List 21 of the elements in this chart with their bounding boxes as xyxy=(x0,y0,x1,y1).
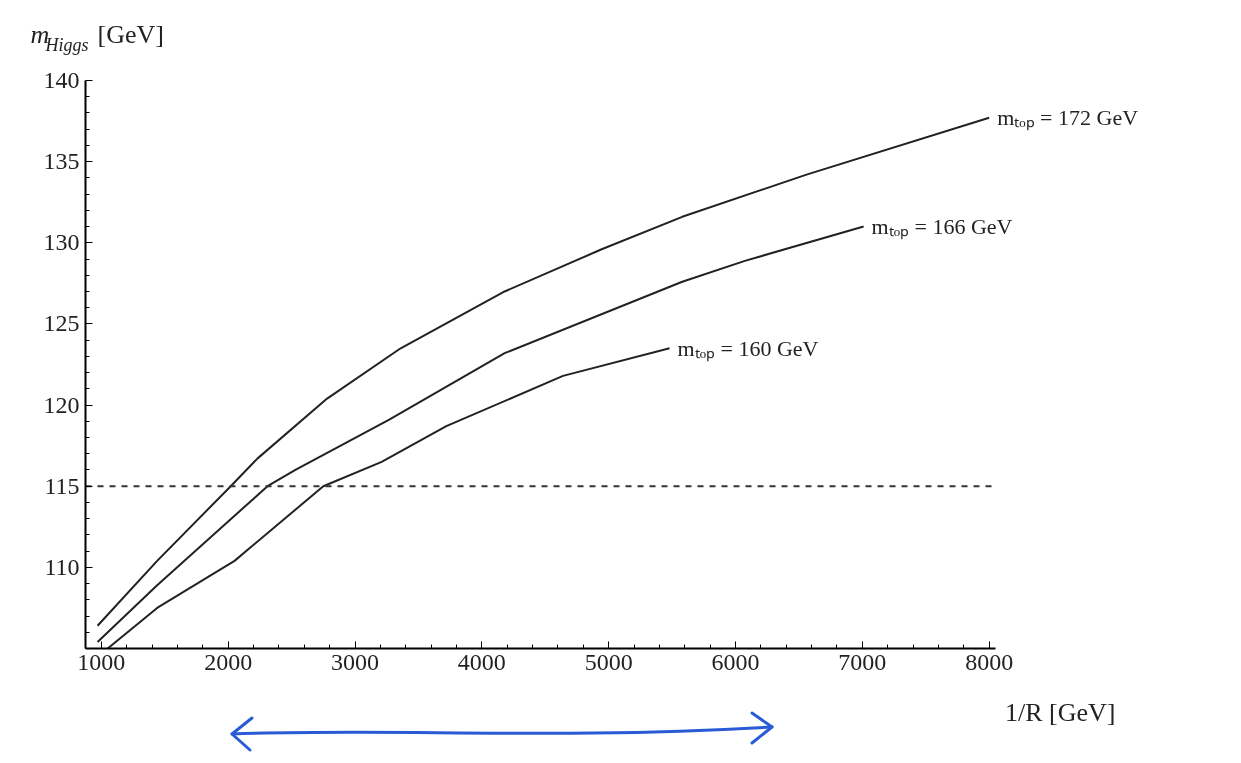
x-tick-label: 7000 xyxy=(838,648,887,675)
x-tick-label: 5000 xyxy=(584,648,633,675)
y-tick-label: 125 xyxy=(43,310,80,337)
series-label: mₜₒₚ = 166 GeV xyxy=(871,214,1013,241)
y-tick-label: 135 xyxy=(43,148,80,175)
line-series xyxy=(106,347,671,650)
line-series xyxy=(96,225,865,644)
y-tick-label: 110 xyxy=(44,553,80,580)
y-tick-label: 140 xyxy=(43,67,80,93)
x-tick-label: 4000 xyxy=(457,648,506,675)
series-label: mₜₒₚ = 172 GeV xyxy=(997,105,1139,132)
x-tick-label: 3000 xyxy=(331,648,380,675)
x-tick-label: 2000 xyxy=(204,648,253,675)
series-label: mₜₒₚ = 160 GeV xyxy=(677,335,819,362)
x-axis-title: 1/R [GeV] xyxy=(1005,697,1116,727)
y-tick-label: 130 xyxy=(43,229,80,256)
y-tick-label: 115 xyxy=(44,472,80,499)
y-tick-label: 120 xyxy=(43,391,80,418)
x-tick-label: 6000 xyxy=(711,648,760,675)
x-tick-label: 8000 xyxy=(965,648,1014,675)
x-tick-label: 1000 xyxy=(77,648,126,675)
